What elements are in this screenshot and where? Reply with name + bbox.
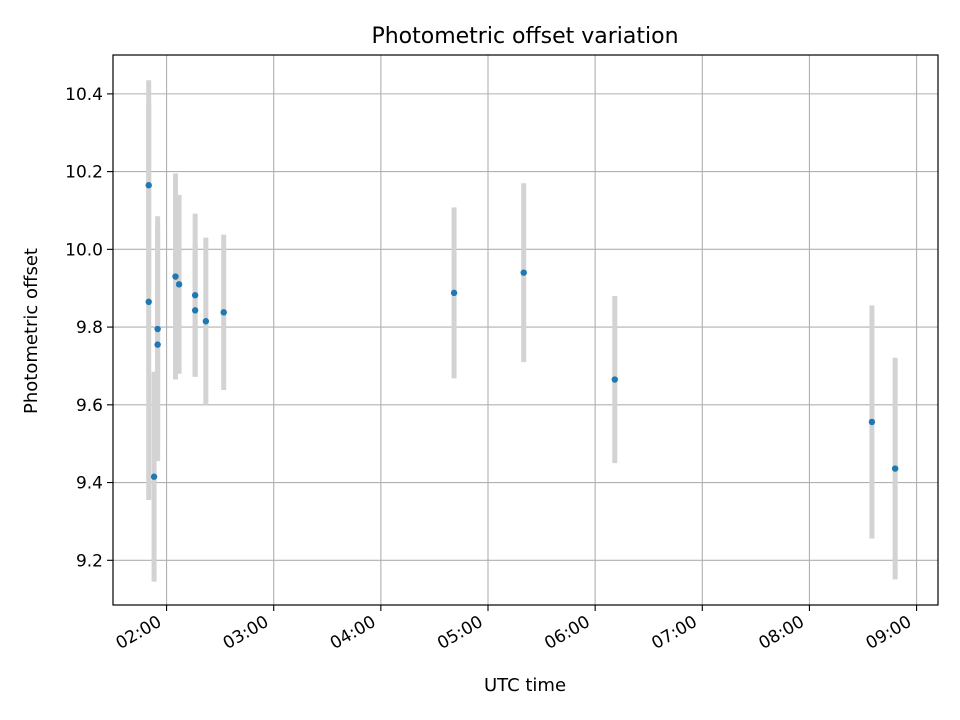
- y-tick-label: 9.8: [76, 318, 103, 338]
- data-point: [611, 376, 618, 383]
- y-tick-label: 10.2: [65, 163, 103, 183]
- y-tick-label: 10.0: [65, 240, 103, 260]
- y-tick-label: 9.6: [76, 396, 103, 416]
- chart-title: Photometric offset variation: [371, 24, 678, 49]
- data-point: [154, 341, 161, 348]
- y-tick-label: 9.2: [76, 551, 103, 571]
- data-point: [220, 309, 227, 316]
- y-tick-label: 9.4: [76, 474, 103, 494]
- plot-area: [112, 54, 939, 606]
- data-point: [202, 318, 210, 325]
- x-axis-title: UTC time: [484, 675, 566, 696]
- data-point: [175, 281, 183, 288]
- data-point: [172, 273, 179, 280]
- data-point: [150, 473, 158, 480]
- data-point: [145, 298, 152, 306]
- data-point: [191, 307, 199, 314]
- data-point: [154, 325, 161, 333]
- data-point: [450, 289, 458, 297]
- y-axis: 9.2 9.4 9.6 9.8 10.0 10.2 10.4: [65, 85, 113, 571]
- data-point: [191, 292, 199, 299]
- data-point: [145, 182, 152, 189]
- data-point: [868, 418, 876, 426]
- data-points: [145, 182, 899, 480]
- data-point: [891, 465, 899, 472]
- data-point: [520, 269, 527, 276]
- y-tick-label: 10.4: [65, 85, 103, 105]
- y-axis-title: Photometric offset: [21, 248, 42, 414]
